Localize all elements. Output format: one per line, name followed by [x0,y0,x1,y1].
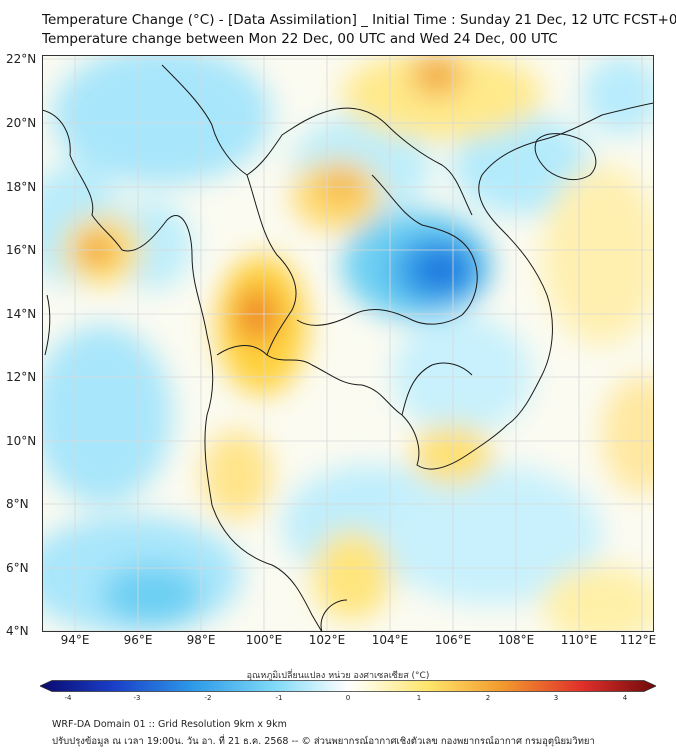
coastlines [42,64,654,632]
y-tick-16N: 16°N [6,243,37,257]
x-tick-110E: 110°E [560,633,598,647]
x-tick-94E: 94°E [60,633,90,647]
graticule [42,55,654,632]
colorbar-label: อุณหภูมิเปลี่ยนแปลง หน่วย องศาเซลเซียส (… [246,671,430,681]
x-tick-112E: 112°E [619,633,657,647]
y-tick-8N: 8°N [6,497,29,511]
y-tick-10N: 10°N [6,434,37,448]
x-tick-96E: 96°E [123,633,153,647]
map-title: Temperature Change (°C) - [Data Assimila… [42,12,676,28]
colorbar-tick-m1: -1 [275,694,283,702]
y-tick-22N: 22°N [6,52,37,66]
x-tick-106E: 106°E [434,633,472,647]
y-tick-6N: 6°N [6,561,29,575]
map-subtitle: Temperature change between Mon 22 Dec, 0… [42,31,558,47]
y-tick-20N: 20°N [6,116,37,130]
footer-credit: ปรับปรุงข้อมูล ณ เวลา 19:00น. วัน อา. ที… [52,736,595,747]
colorbar-tick-3: 3 [553,694,559,702]
colorbar-tick-2: 2 [485,694,491,702]
colorbar-tick-m2: -2 [204,694,212,702]
x-tick-100E: 100°E [245,633,283,647]
y-tick-12N: 12°N [6,370,37,384]
colorbar-tick-m4: -4 [64,694,72,702]
temperature-change-map [42,55,654,632]
colorbar [40,680,656,692]
y-tick-4N: 4°N [6,624,29,638]
y-tick-18N: 18°N [6,180,37,194]
colorbar-tick-0: 0 [345,694,351,702]
x-tick-108E: 108°E [497,633,535,647]
footer-model-info: WRF-DA Domain 01 :: Grid Resolution 9km … [52,719,287,730]
y-tick-14N: 14°N [6,307,37,321]
x-tick-102E: 102°E [308,633,346,647]
colorbar-tick-1: 1 [416,694,422,702]
x-tick-104E: 104°E [371,633,409,647]
x-tick-98E: 98°E [186,633,216,647]
colorbar-tick-m3: -3 [133,694,141,702]
colorbar-tick-4: 4 [622,694,628,702]
